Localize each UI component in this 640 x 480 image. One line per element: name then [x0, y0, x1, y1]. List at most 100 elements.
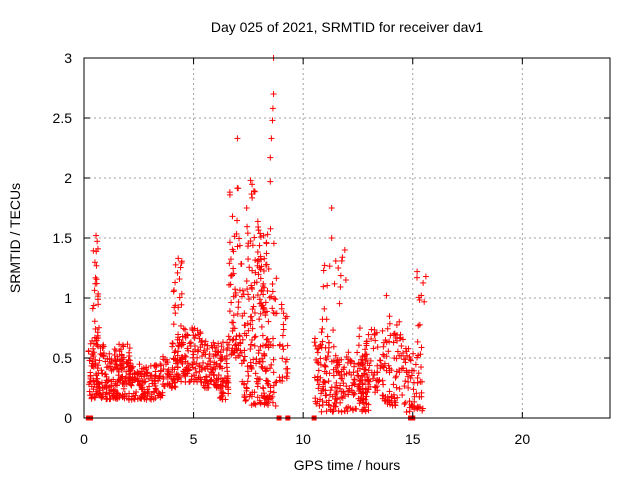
data-point [142, 392, 149, 399]
data-point [148, 393, 155, 400]
data-point [106, 390, 113, 397]
data-point [249, 317, 256, 324]
data-point [266, 294, 273, 301]
data-point [403, 408, 410, 415]
data-point [248, 191, 255, 198]
data-point [171, 304, 178, 311]
data-point [256, 296, 263, 303]
data-point [270, 91, 277, 97]
data-point [259, 355, 266, 362]
data-point [379, 377, 386, 384]
data-point [118, 351, 125, 358]
data-point [280, 321, 287, 328]
data-point [317, 374, 324, 381]
data-point [330, 343, 337, 350]
data-point [246, 393, 253, 400]
data-point [222, 356, 229, 363]
data-point [245, 327, 252, 334]
data-point [90, 302, 97, 309]
data-point [173, 373, 180, 380]
data-point [159, 353, 166, 360]
data-point [370, 345, 377, 352]
data-point [410, 350, 417, 357]
data-point [399, 392, 406, 399]
data-point [164, 368, 171, 375]
data-point [226, 189, 233, 196]
data-point [312, 342, 319, 349]
data-point [283, 375, 290, 382]
data-point [94, 365, 101, 372]
data-point [368, 335, 375, 342]
data-point [316, 402, 323, 409]
data-point [373, 329, 380, 336]
data-point [344, 408, 351, 415]
data-point [337, 283, 344, 290]
data-point [248, 402, 255, 409]
data-point [112, 356, 119, 363]
data-point [252, 269, 259, 276]
data-point [244, 286, 251, 293]
data-point [265, 318, 272, 325]
y-tick-labels: 0 0.5 1 1.5 2 2.5 3 [53, 50, 73, 426]
data-point [220, 377, 227, 384]
data-point [355, 342, 362, 349]
x-tick-label: 15 [405, 431, 421, 447]
data-point [116, 392, 123, 399]
data-point [414, 338, 421, 345]
data-point [124, 341, 131, 348]
data-point [209, 344, 216, 351]
data-point [257, 233, 264, 240]
data-point [269, 288, 276, 295]
data-point [190, 351, 197, 358]
data-point [263, 367, 270, 374]
data-point [269, 280, 276, 287]
data-point [396, 385, 403, 392]
data-point [90, 340, 97, 347]
data-point [249, 336, 256, 343]
data-point [244, 223, 251, 230]
data-point [319, 338, 326, 345]
data-point [279, 355, 286, 362]
data-point [359, 389, 366, 396]
data-point [250, 356, 257, 363]
data-point [243, 205, 250, 212]
data-point [225, 379, 232, 386]
data-point [108, 359, 115, 366]
data-point [312, 335, 319, 342]
data-point [249, 181, 256, 188]
data-point [396, 366, 403, 373]
data-point [263, 250, 270, 257]
data-point [118, 374, 125, 381]
data-point [362, 346, 369, 353]
data-point [315, 360, 322, 367]
data-point [242, 397, 249, 404]
data-point [219, 378, 226, 385]
data-point [247, 346, 254, 353]
data-point [261, 401, 268, 408]
data-point [235, 342, 242, 349]
data-point [212, 348, 219, 355]
data-point [262, 299, 269, 306]
data-point [332, 257, 339, 264]
data-point [266, 365, 273, 372]
data-point [206, 355, 213, 362]
data-point [225, 333, 232, 340]
data-point [330, 372, 337, 379]
data-point [255, 347, 262, 354]
data-point [390, 381, 397, 388]
data-point [249, 325, 256, 332]
data-point [170, 321, 177, 328]
data-point [247, 341, 254, 348]
data-point [93, 262, 100, 269]
data-point [172, 384, 179, 391]
data-point [98, 394, 105, 401]
data-point [365, 407, 372, 414]
data-point [213, 379, 220, 386]
data-point [401, 383, 408, 390]
data-point [241, 353, 248, 360]
axis-ticks [83, 57, 610, 419]
data-point [244, 378, 251, 385]
data-point [314, 349, 321, 356]
data-point [126, 345, 133, 352]
data-point [271, 295, 278, 302]
